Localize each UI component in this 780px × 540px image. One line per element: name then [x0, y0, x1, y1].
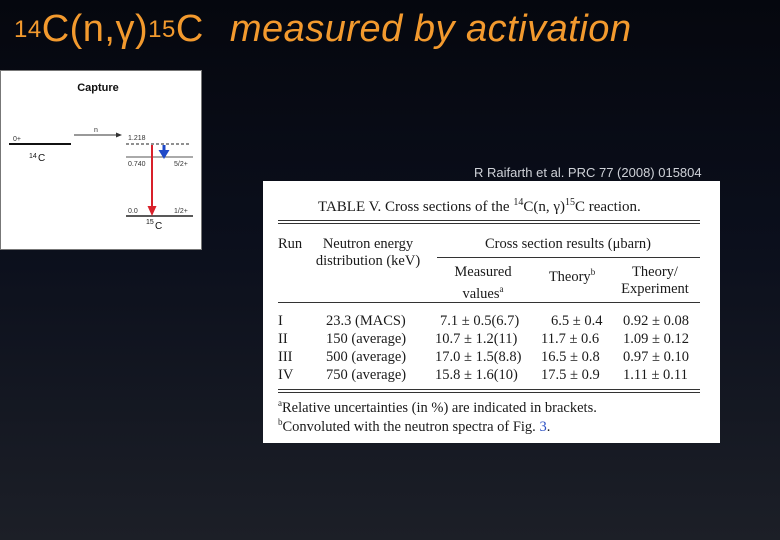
nucleus-a-mass: 14 [29, 153, 37, 160]
cell-theory: 11.7 ± 0.6 [541, 331, 600, 347]
header-measured-line1: Measured [454, 264, 512, 280]
cell-theory: 16.5 ± 0.8 [541, 349, 600, 365]
cell-measured: 15.8 ± 1.6(10) [435, 367, 518, 383]
footnote-b-text: Convoluted with the neutron spectra of F… [282, 418, 540, 435]
table-top-rule-2 [278, 223, 700, 224]
cell-distribution: 150 (average) [326, 331, 407, 347]
cell-run: II [278, 331, 288, 347]
cell-ratio: 0.97 ± 0.10 [623, 349, 689, 365]
level-scheme-diagram: Capture 0+ 14 C n 1.218 0.740 5/2+ 0.0 1… [0, 70, 202, 250]
cross-section-table: TABLE V. Cross sections of the 14C(n, γ)… [263, 181, 720, 443]
table-row: IV 750 (average) 15.8 ± 1.6(10) 17.5 ± 0… [278, 367, 700, 385]
cell-ratio: 1.09 ± 0.12 [623, 331, 689, 347]
table-bottom-rule-2 [278, 392, 700, 393]
title-mass-14: 14 [14, 16, 42, 43]
cell-theory: 17.5 ± 0.9 [541, 367, 600, 383]
cell-run: III [278, 349, 293, 365]
caption-mass-b: 15 [564, 197, 575, 208]
ground-spin: 1/2+ [174, 208, 188, 215]
table-caption: TABLE V. Cross sections of the 14C(n, γ)… [318, 197, 641, 216]
title-rest: measured by activation [229, 8, 632, 50]
blue-gamma-arrowhead [158, 150, 170, 159]
reference-citation: R Raifarth et al. PRC 77 (2008) 015804 [474, 165, 702, 180]
header-measured-line2: values [462, 285, 500, 302]
footnote-a-text: Relative uncertainties (in %) are indica… [282, 399, 597, 416]
threshold-energy: 1.218 [128, 135, 146, 142]
header-theory-label: Theory [548, 268, 591, 285]
footnote-b-end: . [546, 418, 551, 435]
cell-run: IV [278, 367, 294, 383]
level-scheme-svg: Capture 0+ 14 C n 1.218 0.740 5/2+ 0.0 1… [9, 82, 193, 232]
cell-measured: 10.7 ± 1.2(11) [435, 331, 518, 347]
figure-link[interactable]: 3 [539, 418, 547, 435]
header-cross-section: Cross section results (μbarn) [484, 236, 652, 252]
cell-measured: 17.0 ± 1.5(8.8) [435, 349, 522, 365]
cell-theory: 6.5 ± 0.4 [551, 313, 603, 329]
footnote-a-mark: a [278, 398, 282, 408]
table-top-rule [278, 220, 700, 221]
caption-prefix: TABLE V. Cross sections of the [318, 199, 514, 215]
header-ratio-line2: Experiment [621, 281, 689, 297]
ground-energy: 0.0 [128, 208, 138, 215]
cell-run: I [278, 313, 283, 329]
header-ratio: Theory/Experiment [611, 264, 699, 298]
slide-title: 14C(n,γ)15C measured by activation [14, 8, 632, 51]
header-neutron-energy: Neutron energy distribution (keV) [312, 236, 424, 270]
caption-suffix: C reaction. [574, 199, 641, 215]
caption-mass-a: 14 [513, 197, 524, 208]
cell-measured: 7.1 ± 0.5(6.7) [440, 313, 520, 329]
mid-level-spin: 5/2+ [174, 161, 188, 168]
neutron-label: n [94, 127, 98, 134]
nucleus-b-mass: 15 [146, 219, 154, 226]
mid-level-energy: 0.740 [128, 161, 146, 168]
header-run: Run [278, 236, 303, 252]
caption-reaction: C(n, γ) [523, 199, 565, 215]
header-neutron-line1: Neutron energy [322, 236, 414, 252]
table-row: II 150 (average) 10.7 ± 1.2(11) 11.7 ± 0… [278, 331, 700, 349]
header-neutron-line2: distribution (keV) [315, 253, 421, 269]
header-theory-mark: b [590, 267, 596, 277]
footnote-b: bConvoluted with the neutron spectra of … [278, 417, 550, 436]
cell-distribution: 23.3 (MACS) [326, 313, 406, 329]
table-bottom-rule [278, 389, 700, 390]
cell-distribution: 750 (average) [326, 367, 407, 383]
header-sub-rule [437, 257, 700, 258]
title-mass-15: 15 [148, 16, 176, 43]
cell-ratio: 0.92 ± 0.08 [623, 313, 689, 329]
footnote-b-mark: b [278, 417, 283, 427]
header-measured: Measured valuesa [433, 264, 533, 303]
title-product: C [175, 8, 204, 50]
title-reaction: C(n,γ) [41, 8, 149, 50]
header-theory: Theoryb [539, 264, 605, 286]
header-bottom-rule [278, 302, 700, 303]
neutron-arrowhead [116, 132, 122, 138]
scheme-title: Capture [77, 82, 119, 94]
cell-distribution: 500 (average) [326, 349, 407, 365]
nucleus-b-symbol: C [155, 221, 162, 232]
header-measured-mark: a [499, 284, 504, 294]
footnote-a: aRelative uncertainties (in %) are indic… [278, 398, 597, 417]
table-row: III 500 (average) 17.0 ± 1.5(8.8) 16.5 ±… [278, 349, 700, 367]
nucleus-a-symbol: C [38, 153, 45, 164]
table-row: I 23.3 (MACS) 7.1 ± 0.5(6.7) 6.5 ± 0.4 0… [278, 313, 700, 331]
left-spin-label: 0+ [13, 136, 21, 143]
header-ratio-line1: Theory/ [632, 264, 678, 280]
red-gamma-arrowhead [147, 206, 157, 216]
cell-ratio: 1.11 ± 0.11 [623, 367, 688, 383]
